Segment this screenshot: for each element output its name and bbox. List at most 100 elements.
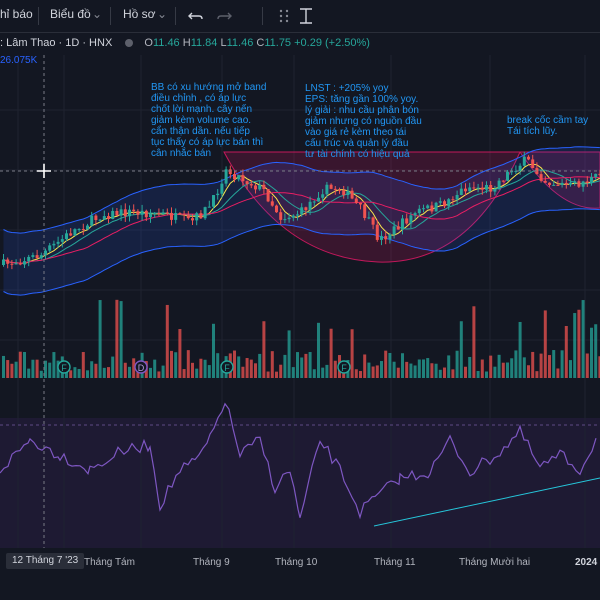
toolbar-divider	[175, 7, 176, 25]
volume-bar	[157, 371, 161, 378]
chart-type-button[interactable]: Biểu đồ	[50, 7, 91, 21]
candle-body	[531, 159, 535, 169]
volume-bar	[266, 371, 270, 378]
toolbar-divider	[38, 7, 39, 25]
volume-bar	[283, 354, 287, 378]
candle-body	[485, 184, 488, 190]
volume-bar	[527, 365, 530, 378]
volume-bar	[149, 367, 152, 378]
volume-bar	[170, 350, 173, 378]
text-note[interactable]: BB có xu hướng mở band điều chỉnh , có á…	[151, 82, 267, 159]
volume-bar	[464, 366, 467, 378]
volume-bar	[94, 363, 98, 378]
rsi-line	[0, 402, 597, 520]
candle-body	[149, 213, 152, 218]
candle-body	[359, 202, 362, 205]
volume-bar	[590, 327, 593, 378]
bollinger-upper	[3, 146, 600, 234]
profile-button[interactable]: Hồ sơ	[123, 7, 156, 21]
time-axis[interactable]: Tháng Tám Tháng 9 Tháng 10 Tháng 11 Thán…	[0, 548, 600, 574]
candle-body	[224, 169, 228, 184]
text-note[interactable]: LNST : +205% yoy EPS: tăng gần 100% yoy.…	[305, 83, 422, 160]
volume-bar	[132, 358, 136, 378]
chevron-down-icon[interactable]: ⌄	[92, 7, 103, 21]
measure-icon[interactable]	[296, 6, 316, 26]
candle-body	[539, 174, 543, 181]
candle-body	[279, 212, 283, 220]
candle-body	[52, 243, 56, 246]
volume-bar	[367, 362, 371, 378]
candle-body	[564, 182, 568, 185]
rsi-pane-background	[0, 418, 600, 548]
volume-bar	[455, 350, 459, 378]
volume-bar	[581, 300, 585, 378]
close-value: 11.75	[264, 37, 292, 49]
undo-icon[interactable]	[186, 6, 206, 26]
candle-body	[203, 207, 207, 219]
volume-bar	[207, 365, 211, 378]
candle-body	[438, 201, 442, 203]
candle-body	[275, 205, 278, 213]
redo-icon[interactable]	[214, 6, 234, 26]
volume-bar	[291, 367, 295, 378]
candle-body	[325, 184, 329, 195]
dividend-marker[interactable]: F	[57, 360, 71, 374]
volume-bar	[514, 350, 518, 378]
candle-body	[464, 188, 467, 192]
candle-body	[594, 173, 598, 178]
candle-body	[354, 198, 358, 203]
candle-body	[447, 199, 451, 207]
earnings-marker[interactable]: F	[220, 360, 234, 374]
candle-body	[262, 184, 266, 190]
candle-body	[237, 175, 241, 180]
drag-handle-icon[interactable]	[274, 6, 294, 26]
candle-body	[401, 218, 404, 230]
earnings-marker[interactable]: F	[337, 360, 351, 374]
volume-bar	[485, 371, 488, 378]
chevron-down-icon[interactable]: ⌄	[157, 7, 168, 21]
volume-bar	[35, 359, 39, 378]
candle-body	[48, 245, 52, 251]
volume-bar	[199, 358, 203, 378]
dividend-marker[interactable]: D	[134, 360, 148, 374]
candle-body	[573, 181, 577, 183]
marker-label: F	[341, 363, 347, 373]
candle-body	[23, 261, 26, 265]
candle-body	[312, 201, 316, 203]
volume-bar	[300, 357, 304, 378]
volume-bar	[39, 370, 43, 378]
candle-body	[153, 213, 157, 215]
candle-body	[107, 216, 110, 219]
top-toolbar: hỉ báo Biểu đồ ⌄ Hồ sơ ⌄	[0, 0, 600, 33]
candle-body	[417, 208, 421, 214]
symbol-title[interactable]: : Lâm Thao · 1D · HNX	[0, 37, 113, 49]
candle-body	[56, 241, 60, 244]
volume-bar	[539, 353, 543, 378]
candle-body	[384, 236, 388, 240]
candle-body	[157, 213, 161, 215]
volume-bar	[86, 370, 89, 378]
volume-bar	[405, 361, 409, 378]
candle-body	[39, 255, 43, 259]
candle-body	[560, 182, 564, 186]
candle-body	[590, 177, 593, 183]
volume-bar	[569, 360, 572, 378]
volume-bar	[548, 355, 551, 378]
text-note[interactable]: break cốc cầm tay Tái tích lũy.	[507, 115, 589, 137]
candle-body	[77, 229, 81, 231]
candle-body	[241, 175, 245, 182]
close-label: C	[256, 37, 265, 49]
candle-body	[476, 187, 480, 189]
indicators-button[interactable]: hỉ báo	[0, 7, 33, 21]
high-label: H	[182, 37, 191, 49]
candle-body	[212, 195, 215, 207]
volume-bar	[44, 360, 47, 378]
candle-body	[577, 181, 581, 187]
candle-body	[258, 184, 262, 190]
candle-body	[254, 185, 257, 190]
candle-body	[165, 212, 169, 214]
candle-body	[413, 213, 417, 216]
marker-label: F	[61, 363, 67, 373]
candle-body	[287, 217, 291, 220]
